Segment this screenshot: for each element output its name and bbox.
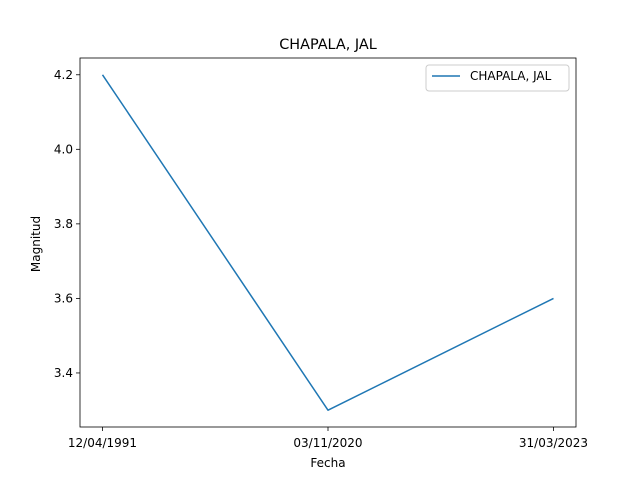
y-tick-label: 4.0 <box>54 142 73 156</box>
series-line <box>101 74 554 411</box>
y-tick-label: 3.6 <box>54 291 73 305</box>
y-tick-label: 3.4 <box>54 366 73 380</box>
y-axis-ticks: 3.4 3.6 3.8 4.0 4.2 <box>54 68 80 380</box>
legend-box <box>425 64 570 92</box>
y-tick-label: 3.8 <box>54 217 73 231</box>
x-tick-label: 12/04/1991 <box>68 436 137 450</box>
x-axis-ticks: 12/04/1991 03/11/2020 31/03/2023 <box>68 427 588 450</box>
x-tick-label: 31/03/2023 <box>519 436 588 450</box>
axes-frame <box>79 57 577 428</box>
x-axis-label: Fecha <box>310 456 345 470</box>
chart-title: CHAPALA, JAL <box>279 37 377 53</box>
y-tick-label: 4.2 <box>54 68 73 82</box>
y-axis-label: Magnitud <box>29 216 43 272</box>
plot-area <box>101 74 554 411</box>
legend-label: CHAPALA, JAL <box>470 69 552 83</box>
x-tick-label: 03/11/2020 <box>293 436 362 450</box>
legend: CHAPALA, JAL <box>425 64 570 92</box>
